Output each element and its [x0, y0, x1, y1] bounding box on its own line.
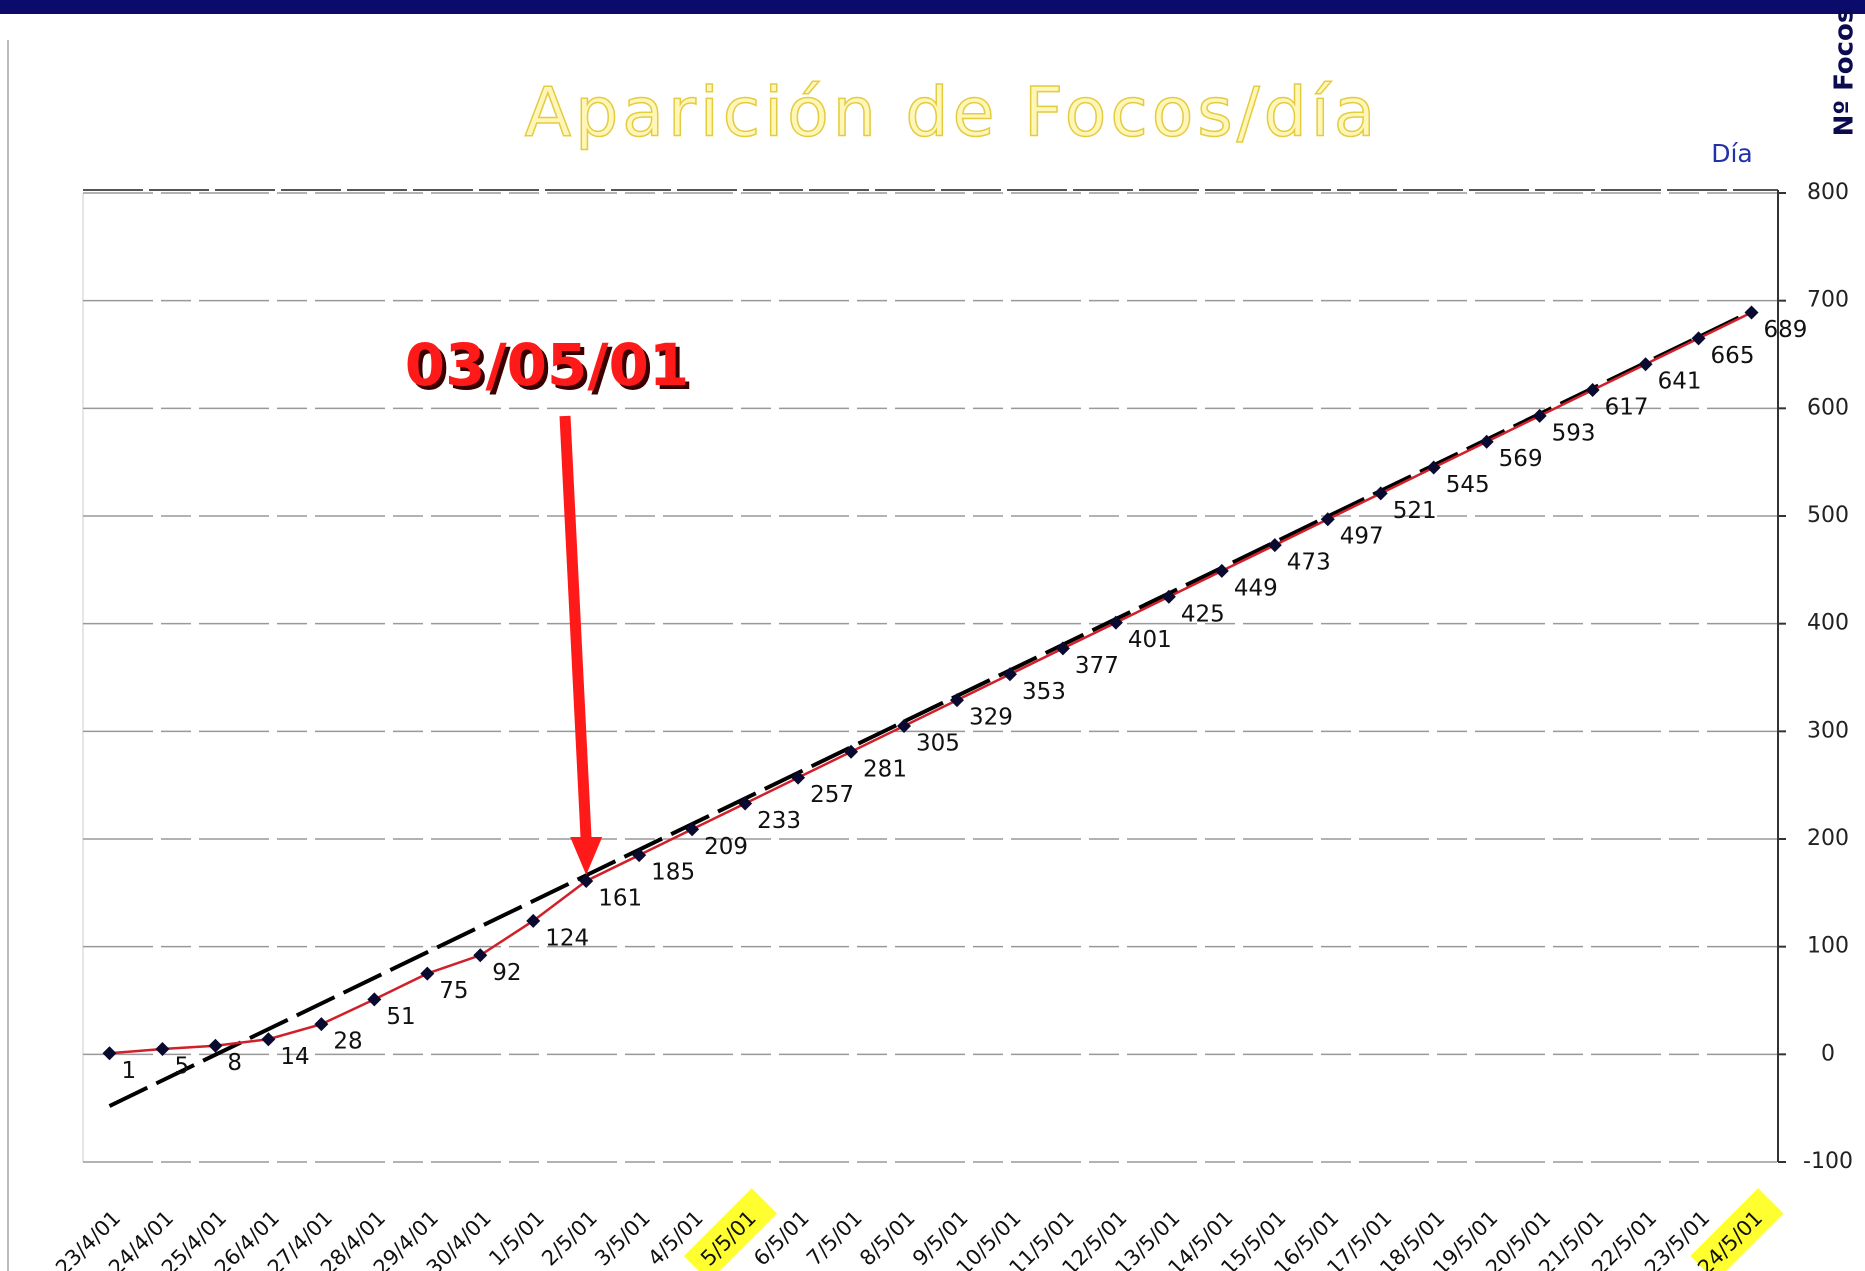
- y-tick-label: 0: [1821, 1041, 1835, 1066]
- data-label: 545: [1446, 472, 1490, 498]
- data-label: 124: [545, 925, 589, 951]
- y-tick-label: 700: [1807, 288, 1849, 313]
- x-tick-label: 7/5/01: [802, 1206, 867, 1271]
- data-point: [261, 1032, 276, 1047]
- data-point: [208, 1038, 223, 1053]
- data-label: 305: [916, 730, 960, 756]
- data-label: 569: [1499, 446, 1543, 472]
- x-axis-label: Día: [1711, 139, 1753, 168]
- data-label: 521: [1393, 498, 1437, 524]
- data-point: [632, 848, 647, 863]
- data-label: 1: [121, 1058, 136, 1084]
- data-point: [102, 1046, 117, 1061]
- data-label: 617: [1605, 395, 1649, 421]
- data-point: [685, 822, 700, 837]
- data-label: 92: [492, 960, 521, 986]
- data-label: 449: [1234, 575, 1278, 601]
- data-label: 5: [174, 1053, 189, 1079]
- data-point: [1055, 641, 1070, 656]
- trend-line: [108, 309, 1753, 1108]
- data-label: 51: [386, 1004, 415, 1030]
- x-tick-label: 2/5/01: [537, 1206, 602, 1271]
- data-label: 641: [1658, 369, 1702, 395]
- data-label: 401: [1128, 627, 1172, 653]
- data-point: [1320, 512, 1335, 527]
- data-point: [844, 744, 859, 759]
- top-bar: [0, 0, 1865, 14]
- data-point: [367, 992, 382, 1007]
- y-tick-label: 300: [1807, 718, 1849, 743]
- x-tick-label: 8/5/01: [855, 1206, 920, 1271]
- data-label: 425: [1181, 601, 1225, 627]
- data-label: 593: [1552, 420, 1596, 446]
- data-point: [1744, 305, 1759, 320]
- x-tick-label: 3/5/01: [590, 1206, 655, 1271]
- data-point: [314, 1017, 329, 1032]
- data-point: [1267, 538, 1282, 553]
- data-point: [738, 796, 753, 811]
- y-tick-label: 500: [1807, 503, 1849, 528]
- data-point: [949, 693, 964, 708]
- data-point: [1108, 615, 1123, 630]
- data-point: [1638, 357, 1653, 372]
- data-point: [1161, 589, 1176, 604]
- data-label: 185: [651, 860, 695, 886]
- data-point: [526, 913, 541, 928]
- data-label: 14: [280, 1044, 309, 1070]
- y-tick-label: 600: [1807, 395, 1849, 420]
- y-tick-label: 400: [1807, 611, 1849, 636]
- data-point: [897, 718, 912, 733]
- series-line: [109, 311, 1753, 1055]
- y-axis-label: Nº Focos: [1830, 8, 1860, 137]
- annotation-arrow: [559, 415, 592, 842]
- y-tick-label: 100: [1807, 934, 1849, 959]
- y-tick-label: 200: [1807, 826, 1849, 851]
- data-point: [1214, 563, 1229, 578]
- data-point: [1479, 434, 1494, 449]
- data-label: 75: [439, 978, 468, 1004]
- data-point: [1585, 383, 1600, 398]
- data-label: 665: [1711, 343, 1755, 369]
- data-label: 28: [333, 1029, 362, 1055]
- data-label: 473: [1287, 550, 1331, 576]
- data-label: 497: [1340, 524, 1384, 550]
- chart-title: Aparición de Focos/día: [525, 74, 1380, 153]
- data-label: 377: [1075, 653, 1119, 679]
- data-point: [1373, 486, 1388, 501]
- highlight: [683, 1188, 778, 1271]
- data-point: [1426, 460, 1441, 475]
- annotation: 03/05/01: [405, 331, 690, 399]
- annotation-arrowhead: [570, 836, 603, 875]
- data-point: [155, 1041, 170, 1056]
- data-point: [473, 948, 488, 963]
- data-label: 329: [969, 705, 1013, 731]
- annotation-shadow: 03/05/01: [409, 335, 694, 403]
- data-point: [1002, 667, 1017, 682]
- data-label: 233: [757, 808, 801, 834]
- data-label: 209: [704, 834, 748, 860]
- data-label: 257: [810, 782, 854, 808]
- data-point: [1532, 408, 1547, 423]
- data-point: [791, 770, 806, 785]
- highlight: [1690, 1188, 1784, 1271]
- data-label: 353: [1022, 679, 1066, 705]
- y-tick-label: -100: [1803, 1149, 1853, 1174]
- data-label: 281: [863, 756, 907, 782]
- data-label: 689: [1764, 317, 1808, 343]
- data-point: [1691, 331, 1706, 346]
- x-tick-label: 1/5/01: [484, 1206, 549, 1271]
- y-tick-label: 800: [1807, 180, 1849, 205]
- data-point: [579, 873, 594, 888]
- data-label: 8: [227, 1050, 242, 1076]
- data-point: [420, 966, 435, 981]
- data-label: 161: [598, 885, 642, 911]
